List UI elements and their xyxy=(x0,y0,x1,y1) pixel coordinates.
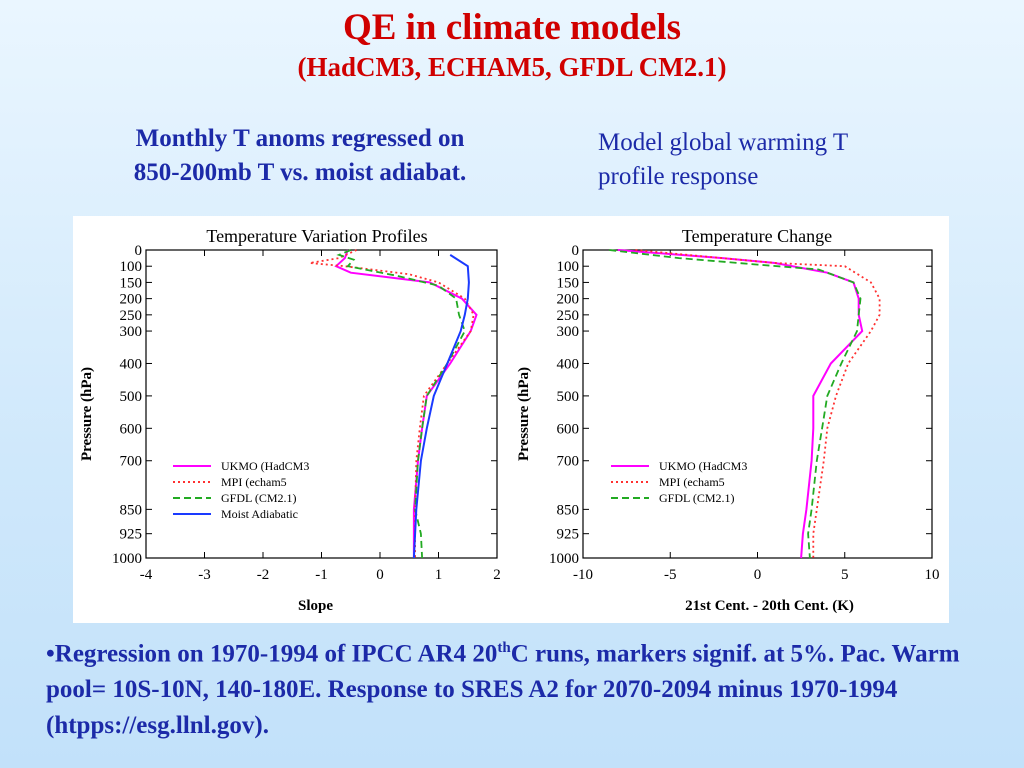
y-tick-label: 925 xyxy=(120,527,143,543)
y-tick-label: 500 xyxy=(557,389,580,405)
x-tick-label: -1 xyxy=(315,567,328,583)
y-tick-label: 500 xyxy=(120,389,143,405)
y-tick-label: 850 xyxy=(120,502,143,518)
x-tick-label: 10 xyxy=(925,567,940,583)
legend-label: MPI (echam5 xyxy=(221,475,287,489)
chart-1: Temperature Variation Profiles-4 -3 -2 -1 0 1… xyxy=(79,226,501,614)
y-tick-label: 100 xyxy=(557,259,580,275)
y-tick-label: 150 xyxy=(120,275,143,291)
y-tick-label: 200 xyxy=(557,292,580,308)
y-tick-label: 300 xyxy=(557,324,580,340)
x-tick-label: 0 xyxy=(376,567,384,583)
y-axis-label: Pressure (hPa) xyxy=(79,367,95,461)
x-axis-label: 21st Cent. - 20th Cent. (K) xyxy=(685,598,854,614)
y-tick-label: 100 xyxy=(120,259,143,275)
legend-label: GFDL (CM2.1) xyxy=(221,491,297,505)
x-tick-label: -3 xyxy=(198,567,211,583)
right-caption-line: profile response xyxy=(598,163,759,190)
footnote: •Regression on 1970-1994 of IPCC AR4 20t… xyxy=(46,630,1006,744)
note-superscript: th xyxy=(497,640,511,656)
y-tick-label: 850 xyxy=(557,502,580,518)
right-caption-line: Model global warming T xyxy=(598,129,849,156)
y-tick-label: 400 xyxy=(120,356,143,372)
slide-subtitle: (HadCM3, ECHAM5, GFDL CM2.1) xyxy=(297,52,727,82)
y-tick-label: 1000 xyxy=(549,551,579,567)
y-tick-label: 600 xyxy=(557,421,580,437)
left-caption-line: Monthly T anoms regressed on xyxy=(135,125,465,152)
series-line-1 xyxy=(617,249,864,559)
y-tick-label: 700 xyxy=(557,454,580,470)
x-tick-label: 1 xyxy=(435,567,443,583)
legend-label: GFDL (CM2.1) xyxy=(659,491,735,505)
y-tick-label: 250 xyxy=(557,308,580,324)
chart-panel: Temperature Variation Profiles -4 -3 -2 -1 0 1… xyxy=(73,216,949,623)
chart-title: Temperature Change xyxy=(682,226,832,246)
y-tick-label: 0 xyxy=(135,243,143,259)
legend-label: MPI (echam5 xyxy=(659,475,725,489)
series-line-2 xyxy=(309,249,475,558)
x-tick-label: 0 xyxy=(754,567,762,583)
left-caption-line: 850-200mb T vs. moist adiabat. xyxy=(133,159,467,186)
y-tick-label: 600 xyxy=(120,421,143,437)
x-tick-label: -2 xyxy=(257,567,270,583)
series-line-1 xyxy=(334,249,478,558)
x-tick-label: 5 xyxy=(841,567,849,583)
chart-title: Temperature Variation Profiles xyxy=(206,226,427,246)
y-tick-label: 200 xyxy=(120,292,143,308)
y-tick-label: 250 xyxy=(120,308,143,324)
y-tick-label: 925 xyxy=(557,527,580,543)
series-line-3 xyxy=(336,249,466,559)
y-tick-label: 700 xyxy=(120,454,143,470)
plot-frame xyxy=(145,249,498,559)
note-text-b: C runs, markers signif. at 5%. Pac. Warm… xyxy=(46,640,960,740)
left-chart-caption: Monthly T anoms regressed on 850-200mb T… xyxy=(70,122,530,190)
x-tick-label: -10 xyxy=(573,567,593,583)
bullet: • xyxy=(46,640,55,668)
charts-figure: Temperature Variation Profiles-4 -3 -2 -1 0 1… xyxy=(79,226,940,614)
x-tick-label: 2 xyxy=(493,567,501,583)
x-tick-label: -4 xyxy=(140,567,153,583)
x-axis-label: Slope xyxy=(298,598,333,614)
y-tick-label: 0 xyxy=(572,243,580,259)
y-tick-label: 400 xyxy=(557,356,580,372)
note-text-a: Regression on 1970-1994 of IPCC AR4 20 xyxy=(54,640,498,668)
x-tick-label: -5 xyxy=(664,567,677,583)
slide-title: QE in climate models xyxy=(342,7,682,48)
right-chart-caption: Model global warming T profile response xyxy=(598,126,998,194)
y-tick-label: 300 xyxy=(120,324,143,340)
y-tick-label: 150 xyxy=(557,275,580,291)
plot-frame xyxy=(582,249,933,559)
legend-label: UKMO (HadCM3 xyxy=(221,459,309,473)
series-line-2 xyxy=(635,249,881,558)
series-line-3 xyxy=(609,249,862,559)
series-line-4 xyxy=(412,254,470,559)
chart-2: Temperature Change-10 -5 0 5 100100150200250… xyxy=(516,226,940,614)
legend-label: UKMO (HadCM3 xyxy=(659,459,747,473)
y-axis-label: Pressure (hPa) xyxy=(516,367,532,461)
legend-label: Moist Adiabatic xyxy=(221,507,298,521)
y-tick-label: 1000 xyxy=(112,551,142,567)
